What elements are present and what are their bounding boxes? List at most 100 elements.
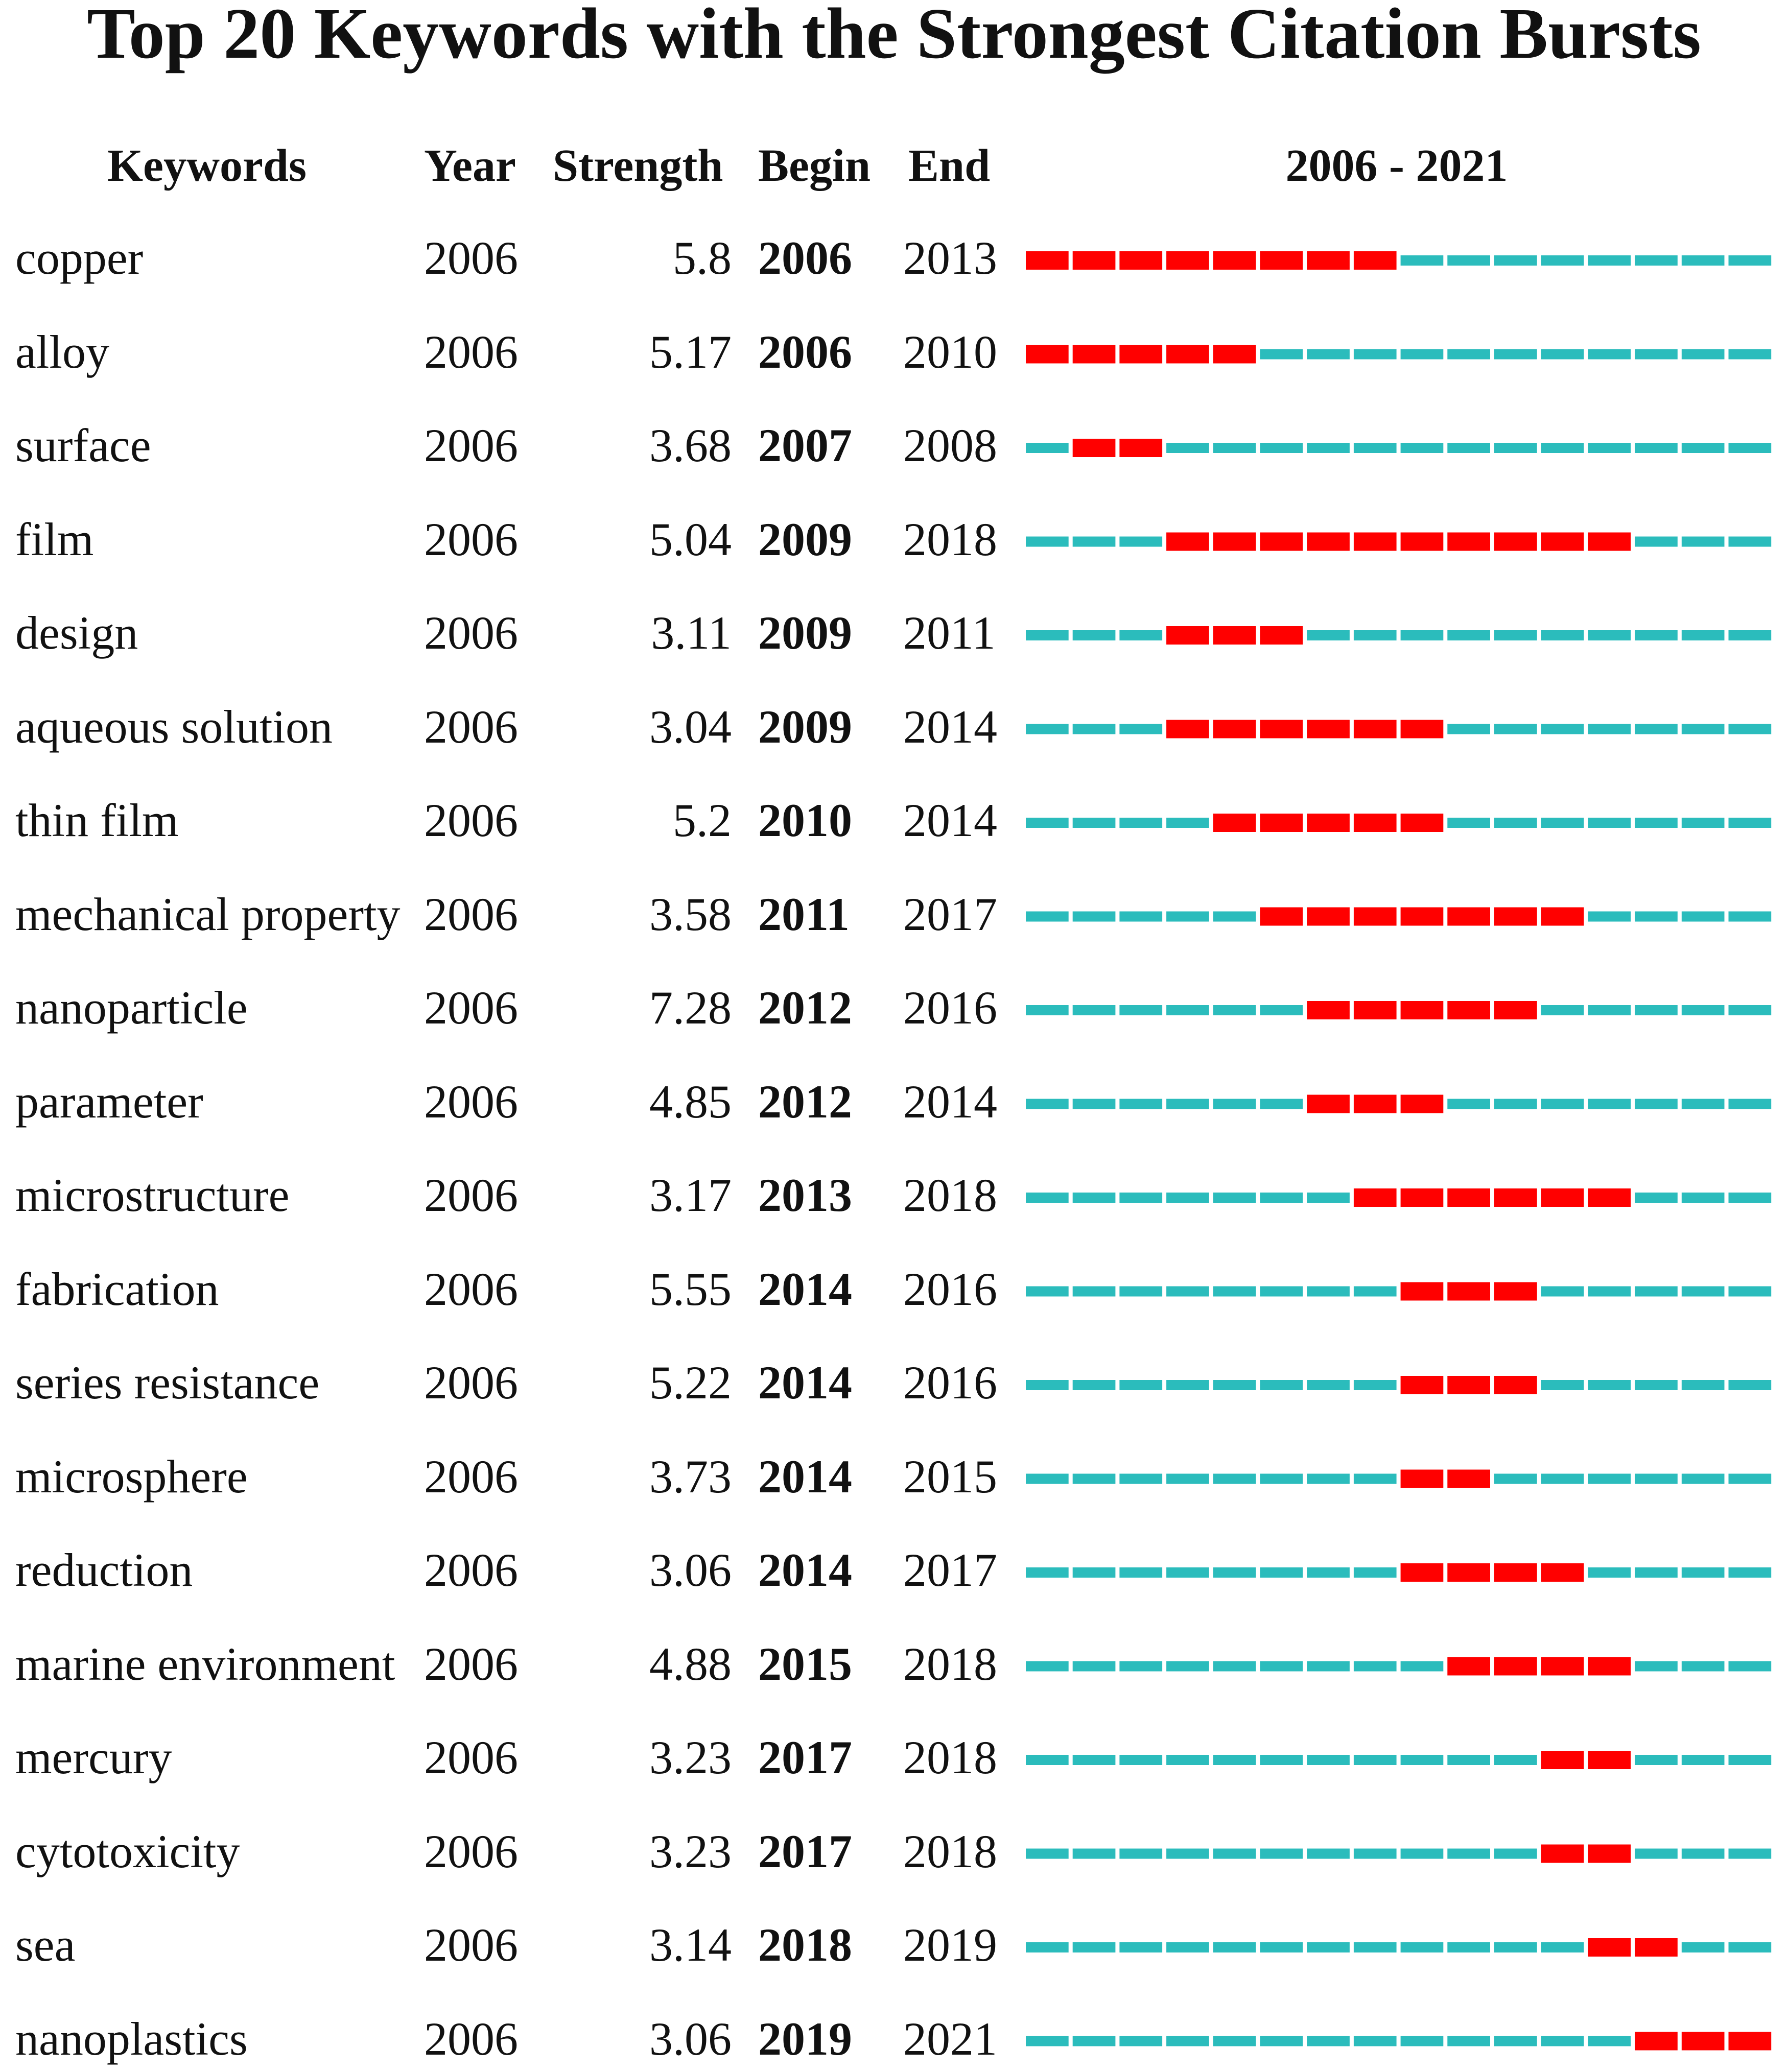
strength-cell: 3.17 [649,1169,732,1221]
burst-segment [1072,345,1116,364]
timeline-segment [1728,724,1772,734]
timeline-segment [1119,1848,1163,1859]
timeline-segment [1166,818,1209,828]
keyword-cell: fabrication [15,1263,219,1315]
strength-cell: 5.8 [673,232,732,284]
timeline-segment [1307,1286,1350,1297]
end-cell: 2016 [903,1263,997,1315]
burst-segment [1541,1844,1584,1863]
timeline-segment [1026,630,1069,640]
keyword-cell: cytotoxicity [15,1825,240,1877]
timeline-segment [1026,818,1069,828]
timeline-segment [1541,1099,1584,1109]
timeline-segment [1400,1661,1444,1672]
begin-cell: 2017 [758,1825,852,1877]
strength-cell: 3.23 [649,1731,732,1783]
end-cell: 2014 [903,794,997,846]
timeline-segment [1494,818,1537,828]
timeline-segment [1681,255,1725,266]
timeline-segment [1072,1473,1116,1484]
begin-cell: 2015 [758,1637,852,1690]
burst-segment [1353,1188,1397,1207]
timeline-segment [1681,724,1725,734]
keyword-cell: parameter [15,1075,203,1128]
strength-cell: 3.23 [649,1825,732,1877]
timeline-segment [1541,1942,1584,1952]
timeline-segment [1026,1286,1069,1297]
end-cell: 2018 [903,1825,997,1877]
timeline-segment [1119,1755,1163,1765]
strength-cell: 3.06 [649,2012,732,2065]
burst-segment [1400,532,1444,551]
year-cell: 2006 [424,1263,518,1315]
header-keywords: Keywords [107,140,307,191]
timeline-segment [1588,1473,1631,1484]
keyword-cell: mechanical property [15,888,401,940]
header-year: Year [424,140,516,191]
burst-segment [1260,720,1303,739]
end-cell: 2014 [903,700,997,753]
timeline-segment [1307,630,1350,640]
timeline-segment [1400,630,1444,640]
timeline-segment [1728,1942,1772,1952]
timeline-segment [1119,1661,1163,1672]
burst-segment [1494,532,1537,551]
keyword-cell: sea [15,1919,76,1971]
begin-cell: 2009 [758,513,852,565]
begin-cell: 2019 [758,2012,852,2065]
timeline-segment [1635,255,1678,266]
begin-cell: 2007 [758,419,852,471]
chart-title: Top 20 Keywords with the Strongest Citat… [87,0,1701,74]
burst-segment [1260,532,1303,551]
begin-cell: 2017 [758,1731,852,1783]
begin-cell: 2009 [758,700,852,753]
burst-segment [1447,532,1490,551]
timeline-segment [1213,1661,1256,1672]
timeline-segment [1681,1286,1725,1297]
timeline-segment [1635,1286,1678,1297]
begin-cell: 2006 [758,232,852,284]
timeline-segment [1400,1848,1444,1859]
timeline-segment [1728,1473,1772,1484]
end-cell: 2011 [903,607,996,659]
keyword-cell: aqueous solution [15,700,333,753]
timeline-segment [1072,1661,1116,1672]
timeline-segment [1260,1661,1303,1672]
burst-segment [1307,1094,1350,1113]
burst-segment [1213,720,1256,739]
year-cell: 2006 [424,513,518,565]
burst-segment [1541,1563,1584,1582]
timeline-segment [1588,630,1631,640]
timeline-segment [1307,1473,1350,1484]
keyword-cell: mercury [15,1731,172,1783]
timeline-segment [1447,1755,1490,1765]
timeline-segment [1166,1942,1209,1952]
timeline-segment [1353,1661,1397,1672]
timeline-segment [1026,2036,1069,2046]
strength-cell: 7.28 [649,982,732,1034]
timeline-segment [1635,1567,1678,1578]
timeline-segment [1166,1286,1209,1297]
timeline-segment [1635,1193,1678,1203]
timeline-segment [1681,1193,1725,1203]
timeline-segment [1400,349,1444,360]
timeline-segment [1728,1286,1772,1297]
strength-cell: 5.04 [649,513,732,565]
timeline-segment [1588,1567,1631,1578]
timeline-segment [1681,1942,1725,1952]
timeline-segment [1166,1005,1209,1015]
timeline-segment [1166,1661,1209,1672]
timeline-segment [1213,1286,1256,1297]
strength-cell: 3.11 [651,607,732,659]
timeline-segment [1400,443,1444,453]
timeline-segment [1260,1380,1303,1390]
burst-segment [1400,814,1444,832]
burst-segment [1541,1751,1584,1769]
header-strength: Strength [553,140,723,191]
timeline-segment [1541,630,1584,640]
year-cell: 2006 [424,888,518,940]
burst-segment [1072,439,1116,457]
burst-segment [1400,1376,1444,1394]
burst-segment [1026,345,1069,364]
burst-segment [1635,1938,1678,1957]
